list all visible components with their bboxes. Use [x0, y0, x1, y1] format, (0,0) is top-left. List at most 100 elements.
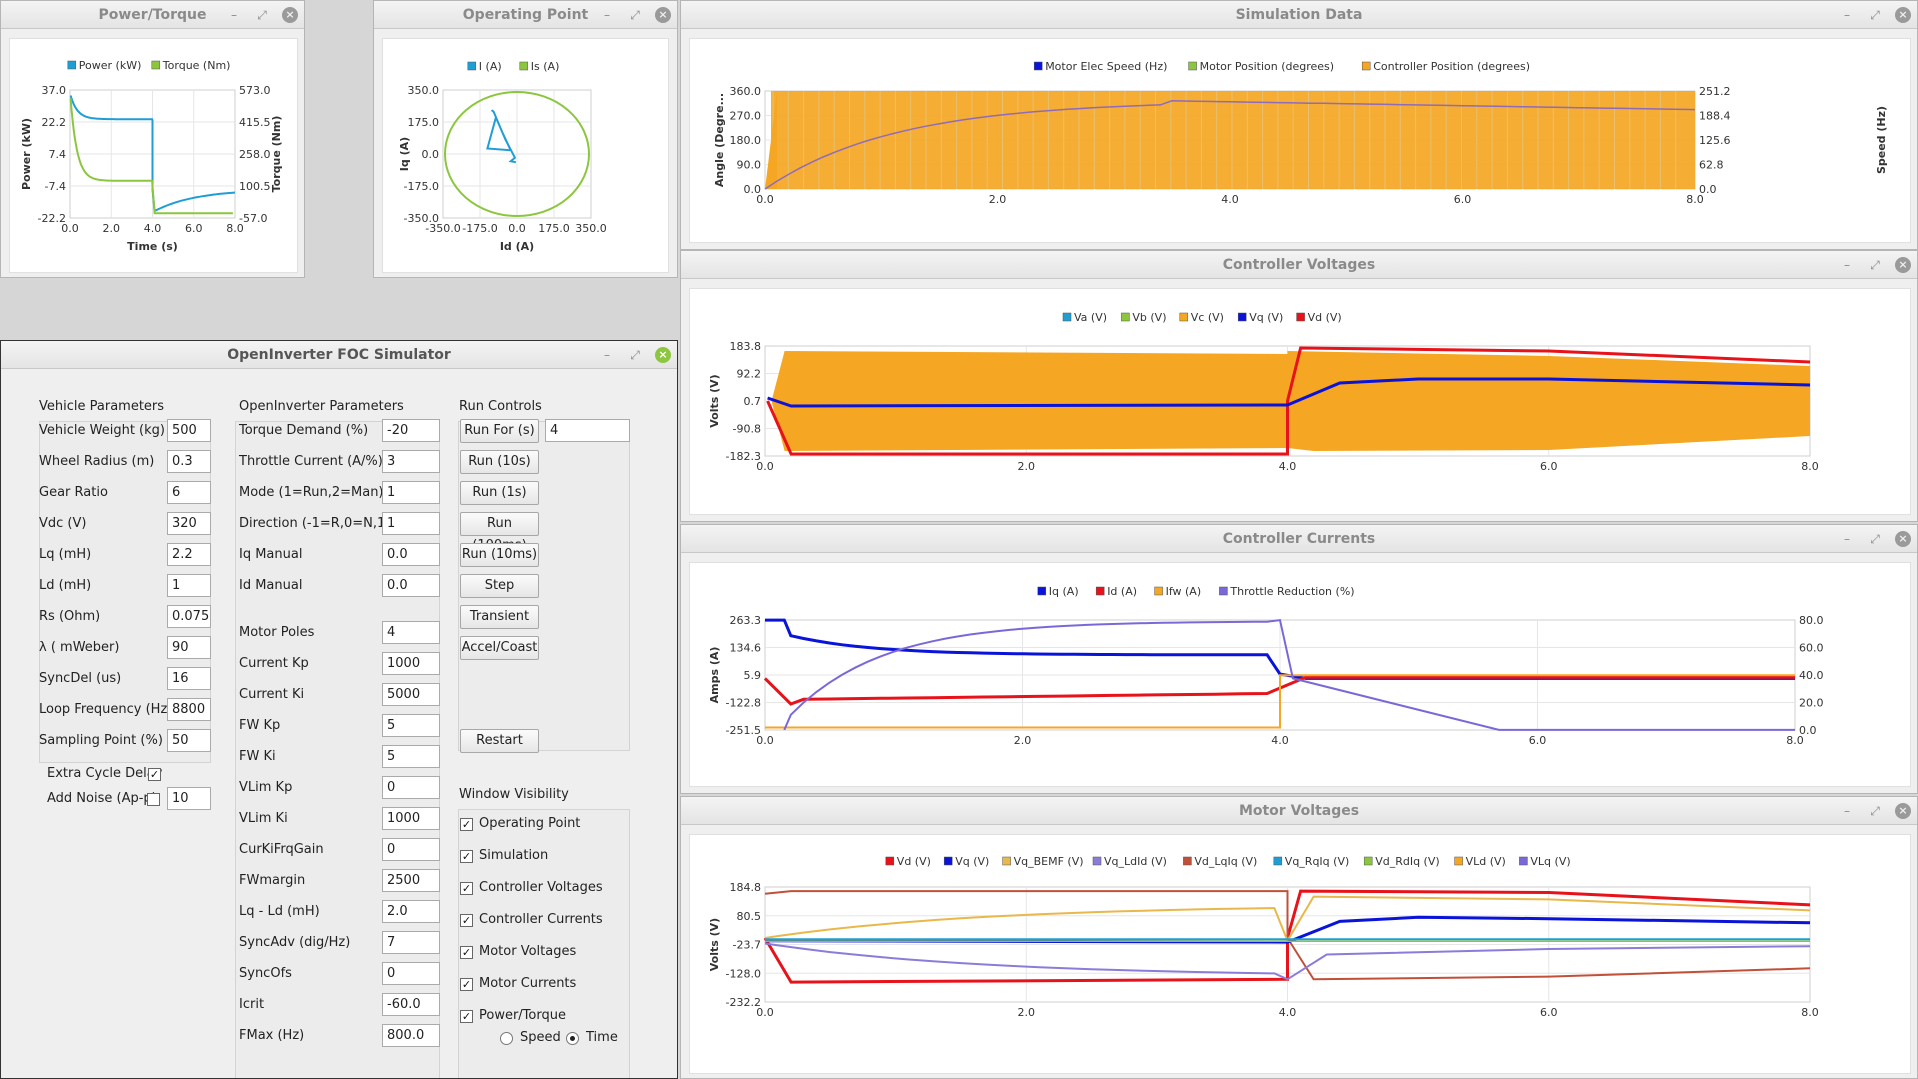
vehicle-field-input[interactable]: 90: [167, 636, 211, 659]
vehicle-field-input[interactable]: 8800: [167, 698, 211, 721]
legend-swatch: [1273, 856, 1283, 866]
run-control-button[interactable]: Run (100ms): [460, 512, 539, 553]
visibility-checkbox[interactable]: ✓: [460, 818, 473, 831]
minimize-icon[interactable]: –: [1844, 258, 1850, 272]
oi-field-input[interactable]: 1: [382, 512, 440, 535]
run-control-button[interactable]: Run (10ms): [460, 543, 539, 567]
vehicle-field-label: Loop Frequency (Hz): [39, 702, 173, 717]
oi-field-input[interactable]: 1000: [382, 807, 440, 830]
minimize-icon[interactable]: –: [604, 348, 610, 362]
oi-field-input[interactable]: 800.0: [382, 1024, 440, 1047]
oi-field-label: Motor Poles: [239, 625, 315, 640]
vehicle-field-input[interactable]: 2.2: [167, 543, 211, 566]
title-bar[interactable]: Controller Currents – ⤢ ×: [681, 525, 1917, 553]
legend-label: Vd_LqIq (V): [1194, 855, 1257, 868]
y-tick-label: 360.0: [730, 85, 762, 98]
title-bar[interactable]: Power/Torque – ⤢ ×: [1, 1, 304, 29]
y-right-tick-label: 0.0: [1799, 724, 1817, 737]
oi-field-input[interactable]: 5000: [382, 683, 440, 706]
vehicle-field-input[interactable]: 0.075: [167, 605, 211, 628]
restore-icon[interactable]: ⤢: [1870, 8, 1880, 22]
visibility-checkbox[interactable]: ✓: [460, 914, 473, 927]
vehicle-field-input[interactable]: 16: [167, 667, 211, 690]
vehicle-field-input[interactable]: 1: [167, 574, 211, 597]
run-control-button[interactable]: Run (10s): [460, 450, 539, 474]
title-bar[interactable]: Controller Voltages – ⤢ ×: [681, 251, 1917, 279]
visibility-checkbox[interactable]: ✓: [460, 946, 473, 959]
restart-button[interactable]: Restart: [460, 729, 539, 753]
legend-swatch: [1002, 856, 1011, 866]
close-icon[interactable]: ×: [1895, 257, 1911, 273]
run-for-button[interactable]: Run For (s): [460, 419, 539, 443]
close-icon[interactable]: ×: [1895, 531, 1911, 547]
restore-icon[interactable]: ⤢: [1870, 532, 1880, 546]
add-noise-checkbox[interactable]: [147, 793, 160, 806]
close-icon[interactable]: ×: [1895, 7, 1911, 23]
visibility-checkbox[interactable]: ✓: [460, 850, 473, 863]
oi-field-input[interactable]: 0: [382, 838, 440, 861]
visibility-checkbox[interactable]: ✓: [460, 1010, 473, 1023]
vehicle-field-input[interactable]: 6: [167, 481, 211, 504]
vehicle-field-input[interactable]: 320: [167, 512, 211, 535]
oi-field-input[interactable]: 2.0: [382, 900, 440, 923]
legend-swatch: [151, 60, 161, 70]
vehicle-field-input[interactable]: 500: [167, 419, 211, 442]
title-bar[interactable]: Motor Voltages – ⤢ ×: [681, 797, 1917, 825]
oi-field-input[interactable]: 4: [382, 621, 440, 644]
oi-field-input[interactable]: 7: [382, 931, 440, 954]
oi-field-input[interactable]: 0.0: [382, 543, 440, 566]
close-icon[interactable]: ×: [655, 7, 671, 23]
legend-label: Motor Position (degrees): [1200, 60, 1334, 73]
run-control-button[interactable]: Run (1s): [460, 481, 539, 505]
y-right-tick-label: 20.0: [1799, 697, 1824, 710]
close-icon[interactable]: ×: [282, 7, 298, 23]
simulation-data-chart: Motor Elec Speed (Hz) Motor Position (deg…: [689, 38, 1911, 243]
title-bar[interactable]: Simulation Data – ⤢ ×: [681, 1, 1917, 29]
oi-field-input[interactable]: -20: [382, 419, 440, 442]
oi-field-input[interactable]: -60.0: [382, 993, 440, 1016]
minimize-icon[interactable]: –: [1844, 532, 1850, 546]
vehicle-field-input[interactable]: 50: [167, 729, 211, 752]
run-for-input[interactable]: 4: [545, 419, 630, 442]
visibility-checkbox[interactable]: ✓: [460, 978, 473, 991]
x-tick-label: 0.0: [508, 222, 526, 235]
vd-series-line: [766, 346, 1811, 456]
minimize-icon[interactable]: –: [1844, 8, 1850, 22]
restore-icon[interactable]: ⤢: [630, 8, 640, 22]
visibility-checkbox[interactable]: ✓: [460, 882, 473, 895]
speed-radio[interactable]: [500, 1032, 513, 1045]
oi-field-input[interactable]: 5: [382, 714, 440, 737]
restore-icon[interactable]: ⤢: [257, 8, 267, 22]
oi-field-input[interactable]: 1000: [382, 652, 440, 675]
oi-field-input[interactable]: 3: [382, 450, 440, 473]
minimize-icon[interactable]: –: [1844, 804, 1850, 818]
oi-field-input[interactable]: 0.0: [382, 574, 440, 597]
legend-swatch: [1121, 312, 1130, 322]
vehicle-field-input[interactable]: 0.3: [167, 450, 211, 473]
y-right-tick-label: 60.0: [1799, 642, 1824, 655]
oi-field-input[interactable]: 1: [382, 481, 440, 504]
noise-value-input[interactable]: 10: [167, 787, 211, 810]
close-icon[interactable]: ×: [655, 347, 671, 363]
oi-field-input[interactable]: 0: [382, 962, 440, 985]
time-radio[interactable]: [566, 1032, 579, 1045]
extra-cycle-delay-checkbox[interactable]: ✓: [148, 768, 161, 781]
title-bar[interactable]: Operating Point – ⤢ ×: [374, 1, 677, 29]
run-control-button[interactable]: Accel/Coast: [460, 636, 539, 660]
oi-field-input[interactable]: 2500: [382, 869, 440, 892]
minimize-icon[interactable]: –: [231, 8, 237, 22]
close-icon[interactable]: ×: [1895, 803, 1911, 819]
x-tick-label: 2.0: [1014, 734, 1032, 747]
run-control-button[interactable]: Step: [460, 574, 539, 598]
oi-field-input[interactable]: 0: [382, 776, 440, 799]
oi-field-input[interactable]: 5: [382, 745, 440, 768]
restore-icon[interactable]: ⤢: [1870, 258, 1880, 272]
visibility-label: Controller Currents: [479, 912, 603, 927]
run-control-button[interactable]: Transient: [460, 605, 539, 629]
restore-icon[interactable]: ⤢: [1870, 804, 1880, 818]
restore-icon[interactable]: ⤢: [630, 348, 640, 362]
title-bar[interactable]: OpenInverter FOC Simulator – ⤢ ×: [1, 341, 677, 369]
minimize-icon[interactable]: –: [604, 8, 610, 22]
legend-swatch: [1361, 61, 1371, 71]
legend-label: Power (kW): [79, 59, 142, 72]
